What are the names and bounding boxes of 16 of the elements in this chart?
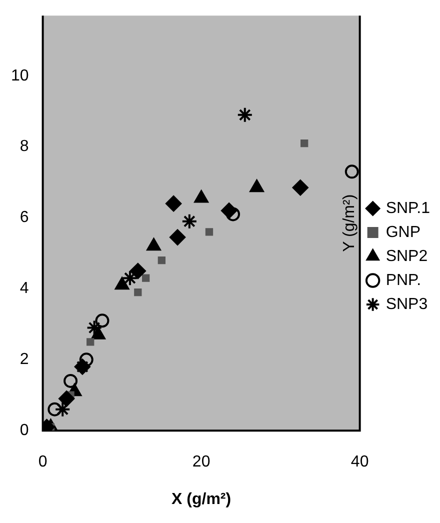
y-tick-label: 6 — [20, 209, 29, 226]
y-axis-title: Y (g/m²) — [341, 194, 358, 252]
legend-label: SNP3 — [386, 296, 428, 313]
x-tick-label: 40 — [350, 454, 369, 471]
legend-label: SNP.1 — [386, 200, 430, 217]
y-tick-label: 4 — [20, 280, 29, 298]
x-tick-label: 20 — [192, 454, 210, 471]
x-axis-title: X (g/m²) — [172, 490, 232, 508]
legend-label: SNP2 — [386, 248, 428, 265]
legend-label: PNP. — [386, 272, 422, 289]
y-tick-label: 0 — [20, 422, 29, 440]
legend-label: GNP — [386, 224, 420, 241]
y-tick-label: 8 — [20, 138, 29, 156]
x-tick-label: 0 — [38, 454, 48, 471]
y-tick-label: 2 — [20, 351, 29, 368]
y-tick-label: 10 — [11, 67, 29, 84]
